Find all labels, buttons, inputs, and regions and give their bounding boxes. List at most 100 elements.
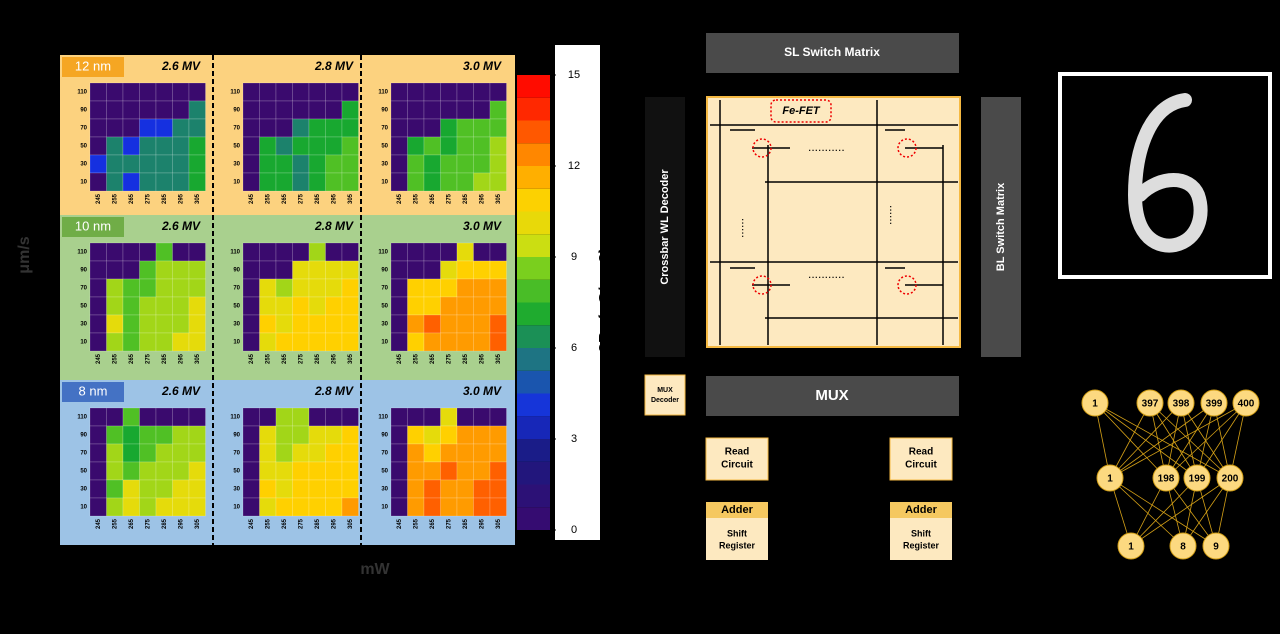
- ellipsis: ...................... ............: [739, 140, 901, 281]
- adder-box: [706, 502, 768, 518]
- heatmap-cell: [139, 407, 157, 427]
- heatmap-cell: [292, 242, 310, 262]
- x-tick-label: 275: [446, 518, 452, 529]
- heatmap-cell: [407, 407, 425, 427]
- heatmap-cell: [308, 296, 326, 316]
- heatmap-cell: [390, 314, 408, 334]
- network-edge: [1165, 402, 1215, 479]
- svg-text:...........: ...........: [808, 267, 845, 281]
- heatmap-cell: [308, 407, 326, 427]
- heatmap-cell: [259, 154, 277, 174]
- y-tick-label: 70: [233, 126, 240, 132]
- heatmap-cell: [172, 443, 190, 463]
- read-circuit-label: Circuit: [905, 460, 937, 471]
- heatmap-cell: [292, 82, 310, 102]
- heatmap-cell: [423, 118, 441, 138]
- heatmap-cell: [172, 497, 190, 517]
- heatmap-cell: [390, 479, 408, 499]
- x-tick-label: 265: [430, 518, 436, 529]
- network-edge: [1182, 477, 1231, 547]
- x-tick-label: 305: [348, 353, 354, 364]
- heatmap-cell: [341, 407, 359, 427]
- heatmap-cell: [456, 136, 474, 156]
- y-tick-label: 110: [77, 415, 87, 421]
- heatmap-cell: [106, 461, 124, 481]
- colorbar-band: [517, 279, 550, 303]
- heatmap-cell: [407, 296, 425, 316]
- heatmap-cell: [325, 278, 343, 298]
- heatmap-cell: [106, 278, 124, 298]
- heatmap-cell: [456, 407, 474, 427]
- x-tick-label: 295: [331, 353, 337, 364]
- heatmap-cell: [89, 332, 107, 352]
- heatmap-cell: [456, 100, 474, 120]
- x-tick-label: 255: [413, 353, 419, 364]
- heatmap-cell: [407, 154, 425, 174]
- y-tick-label: 70: [381, 451, 388, 457]
- panel-title: 3.0 MV: [463, 59, 502, 73]
- heatmap-cell: [390, 443, 408, 463]
- heatmap-cell: [106, 314, 124, 334]
- heatmap-cell: [89, 242, 107, 262]
- heatmap-cell: [172, 260, 190, 280]
- heatmap-cell: [423, 82, 441, 102]
- heatmap-cell: [423, 172, 441, 192]
- heatmap-cell: [308, 154, 326, 174]
- heatmap-cell: [423, 154, 441, 174]
- heatmap-cell: [122, 260, 140, 280]
- colorbar-band: [517, 211, 550, 235]
- y-tick-label: 50: [381, 144, 388, 150]
- mnist-digit: [1127, 93, 1208, 253]
- heatmap-cell: [155, 314, 173, 334]
- heatmap-cell: [242, 154, 260, 174]
- colorbar-band: [517, 416, 550, 439]
- mux-decoder-label: Decoder: [651, 397, 679, 404]
- heatmap-cell: [139, 497, 157, 517]
- heatmap-cell: [456, 154, 474, 174]
- heatmap-cell: [106, 154, 124, 174]
- heatmap-cell: [456, 260, 474, 280]
- shift-register-label: Shift: [911, 528, 931, 538]
- heatmap-cell: [155, 479, 173, 499]
- y-tick-label: 50: [233, 144, 240, 150]
- heatmap-cell: [89, 172, 107, 192]
- heatmap-cell: [139, 296, 157, 316]
- x-tick-label: 265: [430, 353, 436, 364]
- x-tick-label: 245: [397, 353, 403, 364]
- heatmap-cell: [122, 425, 140, 445]
- heatmap-cell: [259, 82, 277, 102]
- y-tick-label: 10: [381, 340, 388, 346]
- heatmap-cell: [341, 314, 359, 334]
- heatmap-cell: [122, 172, 140, 192]
- colorbar-band: [517, 120, 550, 144]
- colorbar-band: [517, 484, 550, 508]
- svg-text:......: ......: [887, 205, 901, 225]
- heatmap-cell: [473, 242, 491, 262]
- heatmap-cell: [155, 296, 173, 316]
- thickness-tag: [62, 57, 124, 77]
- svg-text:...........: ...........: [808, 140, 845, 154]
- x-tick-label: 305: [195, 193, 201, 204]
- heatmap-cell: [242, 314, 260, 334]
- heatmap-cell: [172, 136, 190, 156]
- heatmap-cell: [325, 82, 343, 102]
- y-tick-label: 10: [80, 180, 87, 186]
- panel-title: 2.6 MV: [161, 59, 201, 73]
- heatmap-cell: [489, 172, 507, 192]
- x-tick-label: 255: [413, 193, 419, 204]
- heatmap-cell: [242, 407, 260, 427]
- heatmap-cell: [292, 425, 310, 445]
- heatmap-cell: [407, 242, 425, 262]
- adder-box: [890, 502, 952, 518]
- network-node: [1136, 389, 1164, 417]
- heatmap-cell: [122, 296, 140, 316]
- heatmap-cell: [275, 296, 293, 316]
- heatmap-cell: [308, 242, 326, 262]
- heatmap-cell: [423, 497, 441, 517]
- heatmap-cell: [275, 136, 293, 156]
- y-tick-label: 90: [233, 108, 240, 114]
- y-tick-label: 50: [80, 304, 87, 310]
- colorbar-band: [517, 234, 550, 257]
- heatmap-cell: [473, 461, 491, 481]
- heatmap-cell: [456, 425, 474, 445]
